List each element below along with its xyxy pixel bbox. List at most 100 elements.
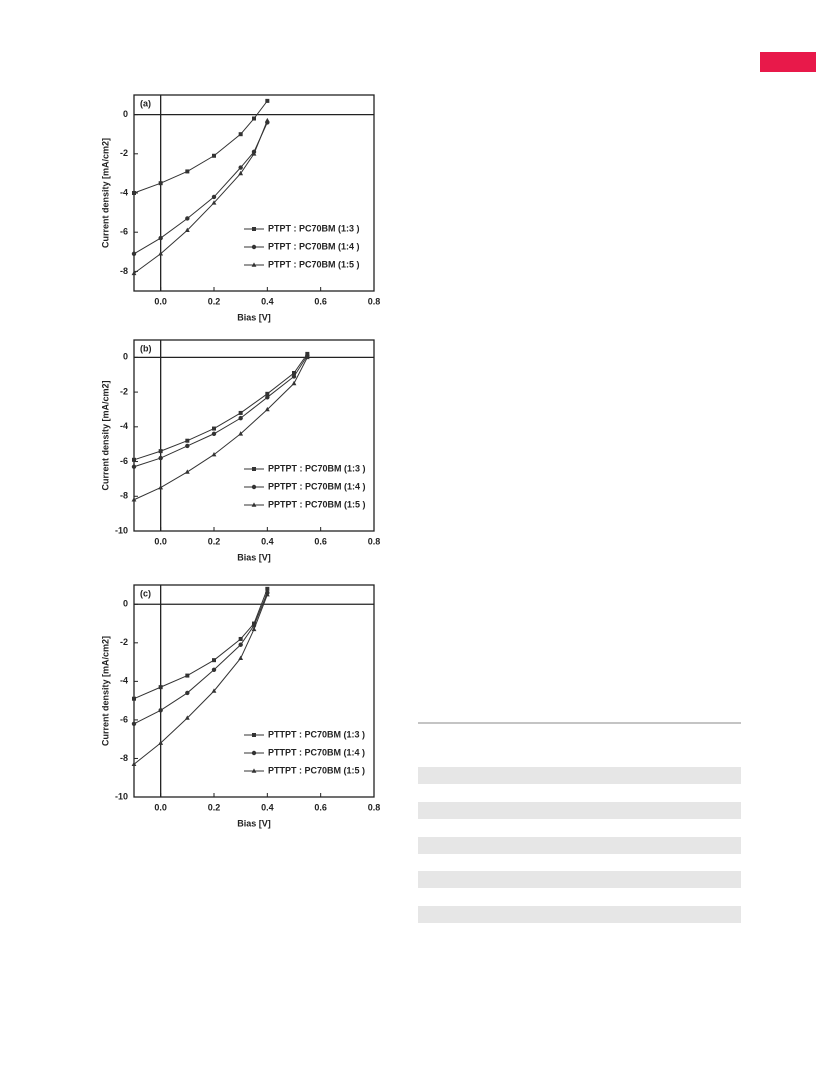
- marker: [211, 667, 217, 672]
- x-tick-label: 0.2: [208, 536, 221, 546]
- marker: [211, 194, 217, 200]
- legend-label: PPTPT : PC70BM (1:3 ): [268, 463, 366, 473]
- marker: [158, 708, 163, 713]
- marker: [238, 132, 243, 137]
- y-tick-label: 0: [123, 109, 128, 119]
- x-tick-label: 0.4: [261, 296, 274, 306]
- y-tick-label: -4: [120, 676, 128, 686]
- marker: [211, 452, 217, 457]
- y-axis-label: Current density [mA/cm2]: [100, 380, 110, 490]
- y-tick-label: -2: [120, 386, 128, 396]
- x-axis-label: Bias [V]: [237, 552, 271, 562]
- series-line: [133, 120, 268, 274]
- marker: [212, 153, 216, 158]
- x-axis-label: Bias [V]: [237, 818, 271, 828]
- marker: [158, 449, 163, 454]
- legend-label: PTPT : PC70BM (1:3 ): [268, 223, 360, 233]
- marker: [211, 200, 217, 205]
- table-row-stripe: [418, 871, 741, 888]
- series-line: [133, 357, 308, 501]
- y-tick-label: -2: [120, 637, 128, 647]
- legend-label: PTPT : PC70BM (1:5 ): [268, 259, 360, 269]
- marker: [265, 391, 270, 396]
- marker: [158, 251, 164, 256]
- x-tick-label: 0.6: [314, 536, 327, 546]
- marker: [132, 696, 136, 701]
- marker: [238, 415, 243, 421]
- series-line: [133, 355, 308, 468]
- marker: [264, 592, 270, 597]
- series-line: [133, 594, 268, 765]
- legend-marker: [252, 733, 256, 737]
- x-tick-label: 0.0: [154, 802, 167, 812]
- marker: [238, 410, 243, 415]
- marker: [304, 354, 310, 360]
- plot-frame: [133, 584, 375, 798]
- legend-marker: [251, 750, 257, 756]
- legend-label: PTTPT : PC70BM (1:4 ): [268, 747, 365, 757]
- x-tick-label: 0.0: [154, 296, 167, 306]
- legend-label: PTTPT : PC70BM (1:5 ): [268, 765, 365, 775]
- series-line: [133, 353, 308, 461]
- table-row-stripe: [418, 906, 741, 923]
- marker: [238, 165, 243, 170]
- y-tick-label: 0: [123, 599, 128, 609]
- legend-marker: [251, 502, 257, 507]
- legend-marker: [252, 467, 256, 471]
- marker: [132, 191, 136, 195]
- panel-label: (c): [140, 588, 151, 598]
- x-tick-label: 0.4: [261, 802, 274, 812]
- series-line: [133, 122, 268, 255]
- x-tick-label: 0.8: [368, 296, 381, 306]
- marker: [185, 673, 190, 678]
- legend-marker: [251, 262, 257, 267]
- legend-marker: [251, 768, 257, 773]
- marker: [158, 740, 164, 745]
- panel-label: (a): [140, 98, 151, 108]
- y-tick-label: -6: [120, 227, 128, 237]
- marker: [131, 464, 137, 469]
- marker: [212, 658, 216, 663]
- marker: [211, 688, 217, 693]
- panel-label: (b): [140, 343, 152, 353]
- marker: [184, 227, 190, 233]
- y-tick-label: -6: [120, 714, 128, 724]
- marker: [131, 761, 137, 767]
- y-tick-label: -8: [120, 491, 128, 501]
- x-tick-label: 0.2: [208, 296, 221, 306]
- legend-label: PPTPT : PC70BM (1:5 ): [268, 499, 366, 509]
- marker: [238, 431, 244, 436]
- x-tick-label: 0.2: [208, 802, 221, 812]
- marker: [264, 406, 270, 412]
- legend-marker: [252, 227, 256, 231]
- marker: [131, 270, 137, 276]
- x-tick-label: 0.6: [314, 802, 327, 812]
- marker: [158, 685, 163, 690]
- table-row-stripe: [418, 837, 741, 854]
- marker: [131, 721, 137, 726]
- x-tick-label: 0.8: [368, 536, 381, 546]
- y-tick-label: -8: [120, 266, 128, 276]
- y-tick-label: -4: [120, 421, 128, 431]
- marker: [158, 181, 163, 186]
- table-row-stripe: [418, 802, 741, 819]
- marker: [131, 497, 137, 502]
- marker: [158, 484, 164, 490]
- marker: [132, 457, 136, 462]
- marker: [292, 370, 296, 375]
- marker: [265, 586, 270, 591]
- table-row-stripe: [418, 767, 741, 784]
- plot-frame: [133, 339, 375, 532]
- y-tick-label: 0: [123, 352, 128, 362]
- legend-label: PTPT : PC70BM (1:4 ): [268, 241, 360, 251]
- y-tick-label: -10: [115, 525, 128, 535]
- x-axis-label: Bias [V]: [237, 312, 271, 322]
- marker: [211, 431, 217, 436]
- marker: [291, 374, 297, 379]
- y-tick-label: -8: [120, 753, 128, 763]
- y-tick-label: -2: [120, 148, 128, 158]
- marker: [238, 655, 244, 661]
- marker: [238, 636, 243, 641]
